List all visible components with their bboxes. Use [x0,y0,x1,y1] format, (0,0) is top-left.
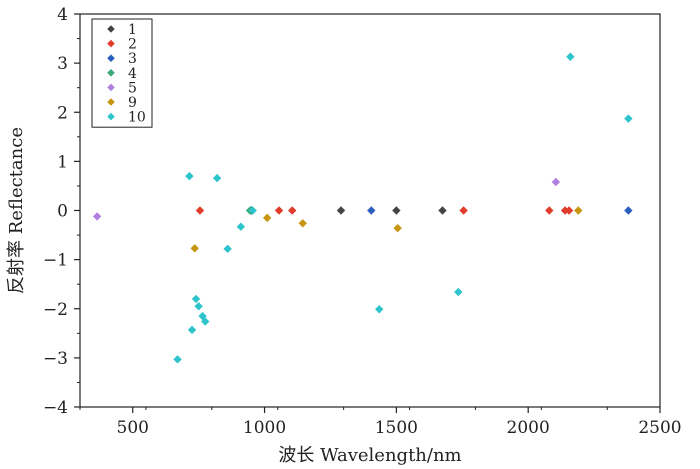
legend-marker [107,69,115,77]
y-axis-title: 反射率 Reflectance [6,127,27,294]
series-3 [367,206,633,215]
legend-item: 3 [107,51,137,67]
data-point [198,311,207,321]
data-point [545,206,554,215]
data-point [195,206,205,215]
y-tick-label: −1 [43,251,68,271]
data-point [274,206,284,215]
data-point [185,171,194,181]
data-point [298,219,307,228]
y-tick-label: 0 [57,202,68,222]
legend-marker [107,39,115,48]
data-point [223,244,232,254]
y-tick-label: 3 [57,54,68,74]
data-point [624,114,633,123]
data-point [438,206,447,215]
x-tick-label: 1000 [243,418,286,438]
data-point [574,206,583,215]
legend-item: 4 [107,66,137,82]
legend-marker [107,83,115,92]
data-point [187,325,197,335]
data-point [190,244,199,253]
legend-label: 5 [128,80,137,96]
legend-item: 5 [107,80,137,96]
legend-label: 2 [128,37,137,53]
y-axis-ticks: −4 −3 −2 −1 0 1 2 3 4 [43,5,80,418]
data-point [392,206,401,215]
legend-marker [107,98,115,106]
x-tick-label: 1500 [375,418,418,438]
legend-item: 9 [107,95,137,111]
data-point [367,206,376,215]
x-axis-ticks: 500 1000 1500 2000 2500 [79,407,682,438]
legend-label: 4 [128,66,137,82]
series-9 [190,206,583,253]
legend-label: 1 [128,22,137,38]
data-point [566,52,575,61]
x-axis-title: 波长 Wavelength/nm [278,445,461,466]
data-point [336,206,346,215]
data-point [375,305,384,314]
data-point [459,206,468,215]
data-point [236,222,246,231]
legend-item: 1 [107,22,137,38]
legend-item: 10 [107,110,146,126]
legend-label: 3 [128,51,137,67]
x-tick-label: 2500 [638,418,681,438]
series-5 [92,177,561,221]
legend-marker [107,25,115,33]
data-point [551,177,561,187]
data-point [201,317,210,326]
data-point [454,287,463,297]
data-point [212,173,222,183]
x-tick-label: 2000 [507,418,550,438]
legend-box [91,18,153,128]
data-point [262,213,272,223]
y-tick-label: −4 [43,398,68,418]
y-tick-label: −2 [43,300,68,320]
y-tick-label: 2 [57,103,68,123]
data-point [393,223,402,233]
data-point [194,302,203,311]
legend-label: 9 [128,95,137,111]
x-tick-label: 500 [117,418,149,438]
y-tick-label: 4 [57,5,68,25]
data-point [173,355,182,364]
legend-item: 2 [107,37,137,53]
data-point [92,212,102,221]
data-point [248,206,257,215]
legend-label: 10 [128,110,146,126]
data-points [92,52,633,364]
y-tick-label: 1 [57,152,68,172]
legend-marker [107,112,115,121]
legend-marker [107,54,115,62]
y-tick-label: −3 [43,349,68,369]
data-point [564,206,574,215]
data-point [288,206,297,215]
data-point [624,206,633,215]
series-10 [173,52,633,364]
data-point [191,294,201,304]
series-2 [195,206,574,215]
